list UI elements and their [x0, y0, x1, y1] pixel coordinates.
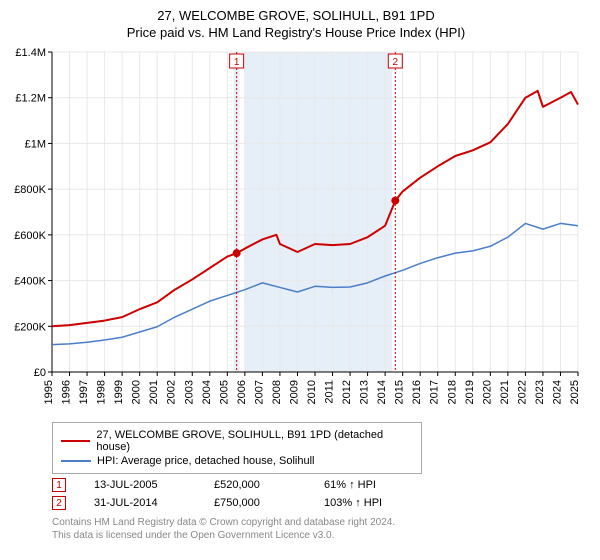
svg-text:2022: 2022 [516, 380, 528, 404]
footer-attribution: Contains HM Land Registry data © Crown c… [52, 516, 588, 542]
svg-text:£1.4M: £1.4M [15, 47, 46, 59]
footer-line-2: This data is licensed under the Open Gov… [52, 529, 588, 542]
svg-text:1996: 1996 [61, 380, 73, 404]
svg-text:2006: 2006 [236, 380, 248, 404]
svg-text:£1M: £1M [25, 138, 46, 150]
legend-label: HPI: Average price, detached house, Soli… [97, 455, 315, 467]
chart-area: £0 £200K £400K £600K £800K £1M £1.2M £1.4M 1995 1… [4, 46, 588, 416]
sales-delta: 61% ↑ HPI [324, 479, 444, 491]
svg-text:2016: 2016 [411, 380, 423, 404]
svg-text:1: 1 [234, 57, 240, 68]
svg-text:2015: 2015 [394, 380, 406, 404]
svg-text:£0: £0 [34, 367, 46, 379]
legend: 27, WELCOMBE GROVE, SOLIHULL, B91 1PD (d… [52, 422, 422, 474]
sales-row: 2 31-JUL-2014£750,000103% ↑ HPI [52, 496, 588, 510]
svg-text:1999: 1999 [113, 380, 125, 404]
svg-text:2000: 2000 [131, 380, 143, 404]
svg-text:2005: 2005 [218, 380, 230, 404]
svg-text:2012: 2012 [341, 380, 353, 404]
sales-row: 1 13-JUL-2005£520,00061% ↑ HPI [52, 478, 588, 492]
svg-text:2001: 2001 [148, 380, 160, 404]
svg-text:£600K: £600K [14, 230, 46, 242]
svg-text:1995: 1995 [43, 380, 55, 404]
svg-text:1997: 1997 [78, 380, 90, 404]
sales-price: £750,000 [214, 497, 324, 509]
svg-text:2002: 2002 [166, 380, 178, 404]
line-chart: £0 £200K £400K £600K £800K £1M £1.2M £1.4M 1995 1… [4, 46, 588, 416]
legend-label: 27, WELCOMBE GROVE, SOLIHULL, B91 1PD (d… [96, 429, 413, 453]
sales-date: 13-JUL-2005 [94, 479, 214, 491]
svg-text:2023: 2023 [534, 380, 546, 404]
svg-text:2013: 2013 [359, 380, 371, 404]
svg-text:1998: 1998 [96, 380, 108, 404]
svg-text:2020: 2020 [481, 380, 493, 404]
sales-delta: 103% ↑ HPI [324, 497, 444, 509]
svg-text:2003: 2003 [183, 380, 195, 404]
svg-text:2010: 2010 [306, 380, 318, 404]
svg-text:2025: 2025 [569, 380, 581, 404]
sales-marker: 2 [52, 496, 66, 510]
svg-text:£200K: £200K [14, 321, 46, 333]
chart-subtitle: Price paid vs. HM Land Registry's House … [4, 25, 588, 40]
svg-text:2014: 2014 [376, 380, 388, 404]
svg-text:2024: 2024 [551, 380, 563, 404]
legend-swatch [61, 460, 91, 462]
sales-price: £520,000 [214, 479, 324, 491]
svg-text:2018: 2018 [446, 380, 458, 404]
svg-text:£800K: £800K [14, 184, 46, 196]
chart-title: 27, WELCOMBE GROVE, SOLIHULL, B91 1PD [4, 8, 588, 23]
svg-text:£1.2M: £1.2M [15, 93, 46, 105]
svg-text:2017: 2017 [429, 380, 441, 404]
legend-item: HPI: Average price, detached house, Soli… [61, 455, 413, 467]
sales-table: 1 13-JUL-2005£520,00061% ↑ HPI 2 31-JUL-201… [52, 478, 588, 510]
footer-line-1: Contains HM Land Registry data © Crown c… [52, 516, 588, 529]
svg-text:2009: 2009 [288, 380, 300, 404]
legend-item: 27, WELCOMBE GROVE, SOLIHULL, B91 1PD (d… [61, 429, 413, 453]
sales-marker: 1 [52, 478, 66, 492]
svg-text:2008: 2008 [271, 380, 283, 404]
svg-text:2019: 2019 [464, 380, 476, 404]
legend-swatch [61, 440, 90, 442]
sales-date: 31-JUL-2014 [94, 497, 214, 509]
svg-text:2004: 2004 [201, 380, 213, 404]
svg-text:2021: 2021 [499, 380, 511, 404]
svg-text:2: 2 [393, 57, 399, 68]
svg-text:2007: 2007 [253, 380, 265, 404]
svg-text:£400K: £400K [14, 276, 46, 288]
svg-text:2011: 2011 [324, 380, 336, 404]
